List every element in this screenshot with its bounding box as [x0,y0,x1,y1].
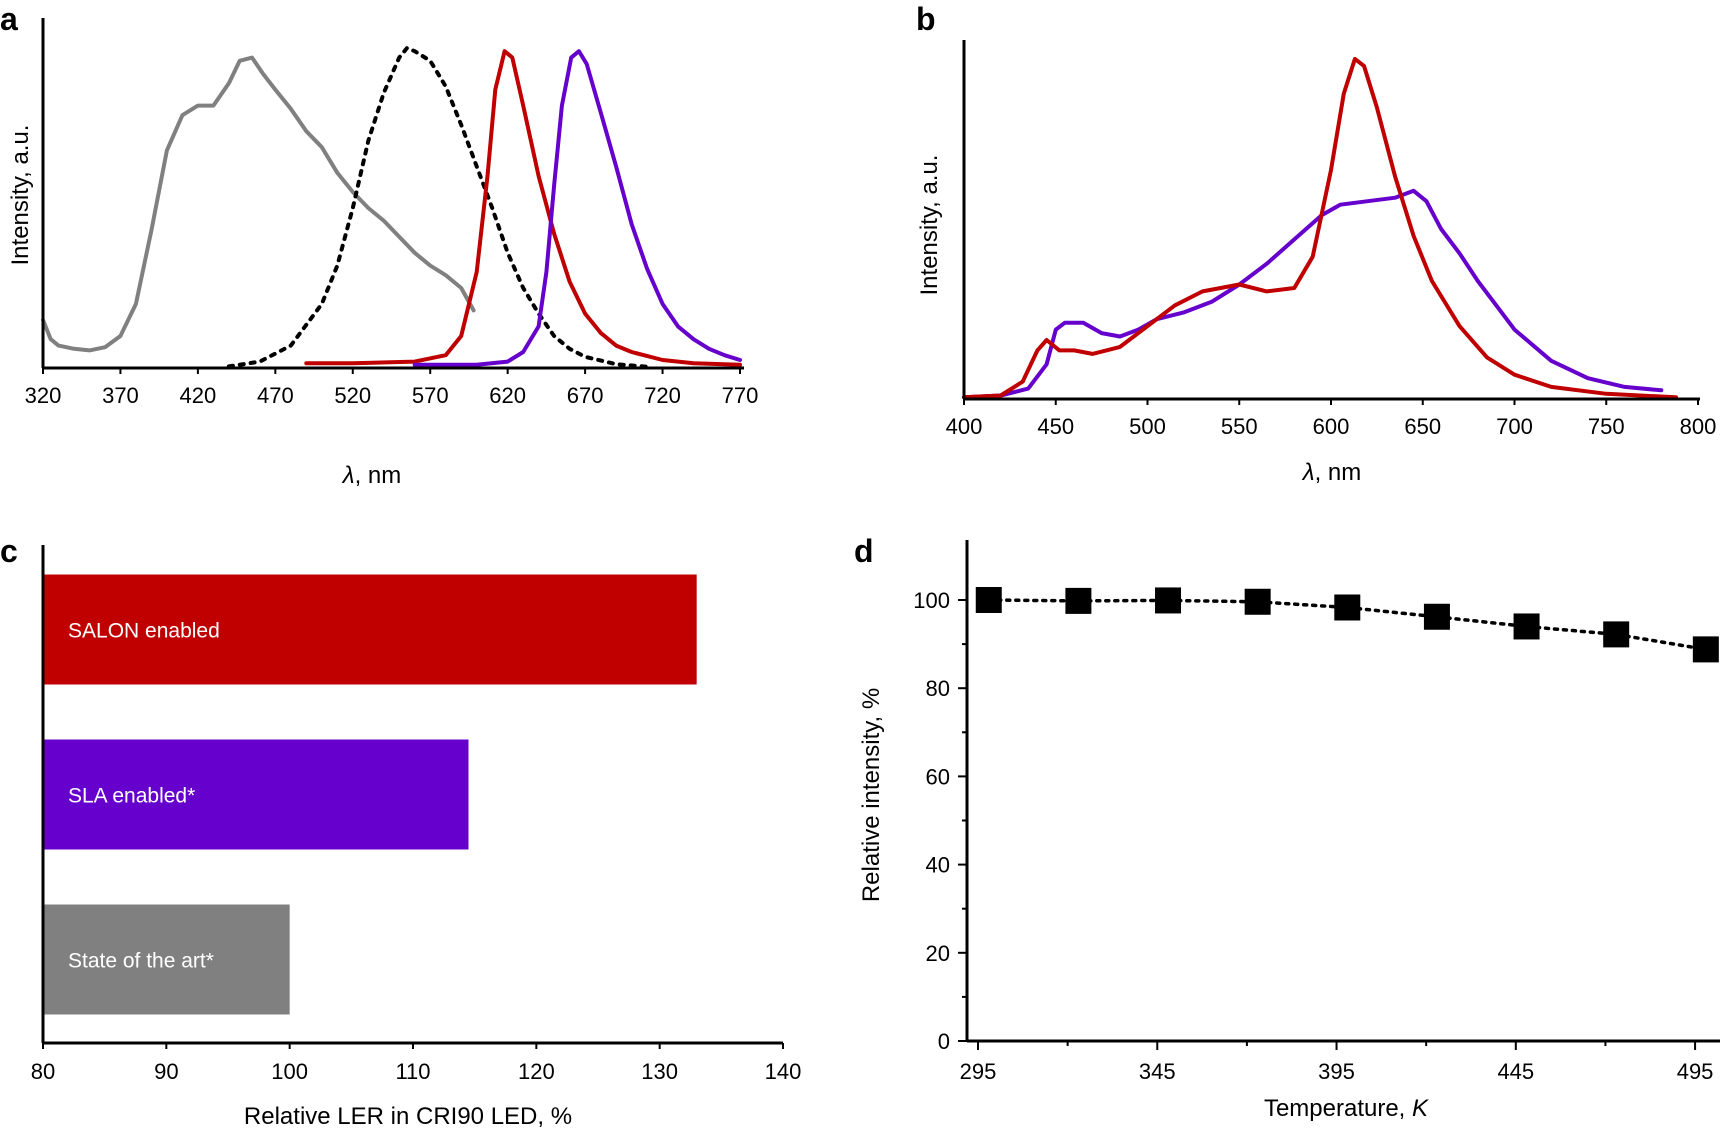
panel-a-x-tick-label: 770 [722,383,759,408]
panel-b-x-tick-label: 500 [1129,414,1166,439]
panel-b-x-tick-label: 800 [1680,414,1717,439]
panel-a-x-tick-label: 470 [257,383,294,408]
panel-d-point [1513,613,1540,640]
panel-d-y-tick-label: 40 [926,853,950,878]
panel-d-point [1244,588,1271,615]
panel-d: d 0 20 40 60 80 100 295 345 395 445 495 Relative i… [854,533,1720,1122]
panel-a-series-eye-sensitivity [226,46,650,369]
panel-c-x-tick-label: 80 [31,1059,55,1084]
panel-d-point [1692,636,1719,663]
panel-c-bars: SALON enabled SLA enabled* State of the ar… [43,574,697,1015]
panel-a-series-purple-emission [412,49,742,367]
panel-c-bar [43,904,290,1015]
panel-c-bar [43,574,697,685]
panel-a-x-label-unit: , nm [355,462,402,489]
panel-c-bar [43,739,469,850]
panel-d-x-label-prefix: Temperature, [1264,1095,1412,1122]
panel-b-x-tick-label: 550 [1221,414,1258,439]
panel-d-point [975,587,1002,613]
panel-d-y-tick-label: 80 [926,676,950,701]
panel-d-y-tick-label: 20 [926,941,950,966]
panel-d-x-tick-label: 345 [1139,1059,1176,1084]
panel-b-x-tick-label: 400 [946,414,983,439]
panel-a-x-ticks: 320 370 420 470 520 570 620 670 720 770 [25,368,759,408]
panel-a-series-excitation [41,55,476,353]
panel-c-x-tick-label: 140 [765,1059,802,1084]
panel-a-x-tick-label: 620 [489,383,526,408]
panel-b-x-tick-label: 700 [1496,414,1533,439]
panel-c-bar-label: SALON enabled [68,620,220,643]
panel-c-bar-label: State of the art* [68,950,214,973]
panel-a-series [41,46,742,369]
panel-a-x-tick-label: 370 [102,383,139,408]
panel-d-point [1603,621,1630,648]
panel-d-ticks: 0 20 40 60 80 100 295 345 395 445 495 [913,588,1713,1084]
panel-a-x-tick-label: 520 [334,383,371,408]
panel-d-x-tick-label: 445 [1497,1059,1534,1084]
panel-b: b 400 450 500 550 600 650 700 750 800 Intensity,… [916,1,1716,486]
panel-b-x-tick-label: 450 [1037,414,1074,439]
panel-a-x-label: λ, nm [341,462,402,489]
panel-a-series-red-emission [304,49,742,367]
panel-d-y-label: Relative intensity, % [858,688,885,902]
panel-b-x-tick-label: 650 [1404,414,1441,439]
panel-c: c SALON enabled SLA enabled* State of the … [0,533,801,1130]
panel-d-x-tick-label: 395 [1318,1059,1355,1084]
panel-d-x-label: Temperature, K [1264,1095,1429,1122]
panel-a-x-tick-label: 570 [412,383,449,408]
panel-d-y-tick-label: 100 [913,588,950,613]
panel-d-point [1155,587,1182,614]
panel-b-series-red-spectrum [962,56,1678,400]
panel-a-x-tick-label: 320 [25,383,62,408]
panel-d-x-tick-label: 495 [1677,1059,1714,1084]
panel-d-point [1423,603,1450,630]
panel-b-series [962,56,1678,400]
panel-a-x-tick-label: 720 [644,383,681,408]
panel-b-x-label: λ, nm [1301,459,1362,486]
panel-c-bar-label: SLA enabled* [68,785,195,808]
panel-a-x-tick-label: 420 [180,383,217,408]
panel-c-x-tick-label: 120 [518,1059,555,1084]
panel-c-x-tick-label: 90 [154,1059,178,1084]
panel-d-point [1334,594,1361,621]
panel-a-x-tick-label: 670 [567,383,604,408]
panel-d-x-tick-label: 295 [960,1059,997,1084]
panel-b-x-tick-label: 600 [1313,414,1350,439]
panel-letter-b: b [916,1,936,37]
panel-c-x-tick-label: 100 [271,1059,308,1084]
panel-b-y-label: Intensity, a.u. [916,155,943,296]
panel-letter-d: d [854,533,874,569]
panel-d-series [975,587,1719,663]
panel-c-x-label: Relative LER in CRI90 LED, % [244,1103,572,1130]
panel-c-x-tick-label: 110 [395,1059,430,1084]
panel-b-x-label-var: λ [1301,459,1315,486]
panel-d-y-tick-label: 60 [926,764,950,789]
panel-c-x-ticks: 80 90 100 110 120 130 140 [31,1043,802,1084]
panel-a-x-label-var: λ [341,462,355,489]
panel-d-y-tick-label: 0 [938,1029,950,1054]
panel-c-x-tick-label: 130 [641,1059,678,1084]
panel-b-x-ticks: 400 450 500 550 600 650 700 750 800 [946,399,1717,439]
panel-letter-c: c [0,533,18,569]
panel-a: a 320 370 420 470 520 570 620 670 720 770 Intensi… [0,1,758,489]
panel-a-y-label: Intensity, a.u. [7,125,34,266]
panel-b-x-label-unit: , nm [1315,459,1362,486]
panel-b-series-purple-spectrum [962,188,1664,400]
panel-letter-a: a [0,1,18,37]
panel-d-x-label-var: K [1412,1095,1429,1122]
panel-b-x-tick-label: 750 [1588,414,1625,439]
panel-d-point [1065,587,1092,614]
